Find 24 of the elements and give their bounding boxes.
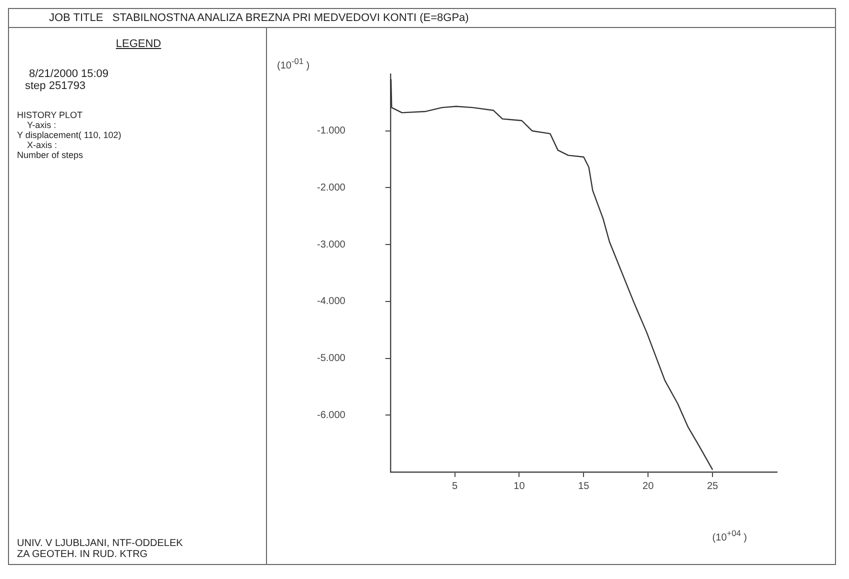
x-axis-title: (10$^{+04}$ ): [712, 528, 747, 544]
text: LEGEND: [114, 38, 162, 50]
y-tick-label: -6.000: [316, 410, 346, 421]
x-tick-label: 20: [642, 480, 654, 492]
text: Number of steps: [17, 150, 84, 160]
text: UNIV. V LJUBLJANI, NTF-ODDELEK: [17, 538, 184, 549]
text: X-axis :: [26, 140, 58, 150]
y-axis-title: (10$^{-01}$ ): [277, 56, 310, 72]
text: HISTORY PLOT: [17, 110, 84, 120]
text: 8/21/2000 15:09: [28, 68, 110, 80]
y-tick-label: -4.000: [316, 296, 346, 308]
text: Y-axis :: [26, 120, 58, 130]
y-tick-label: -5.000: [316, 353, 346, 364]
x-tick-label: 5: [452, 480, 458, 492]
y-tick-label: -2.000: [316, 182, 346, 194]
text: step 251793: [24, 80, 87, 92]
y-tick-label: -1.000: [316, 126, 346, 137]
text: Y displacement( 110, 102): [17, 130, 122, 140]
text: ZA GEOTEH. IN RUD. KTRG: [17, 549, 149, 560]
x-tick-label: 10: [514, 480, 526, 492]
text: JOB TITLE STABILNOSTNA ANALIZA BREZNA PRI MEDVEDOVI KONTI (E=8GPa): [9, 9, 835, 28]
y-tick-label: -3.000: [316, 239, 346, 250]
x-tick-label: 25: [706, 480, 719, 492]
x-tick-label: 15: [578, 480, 590, 492]
